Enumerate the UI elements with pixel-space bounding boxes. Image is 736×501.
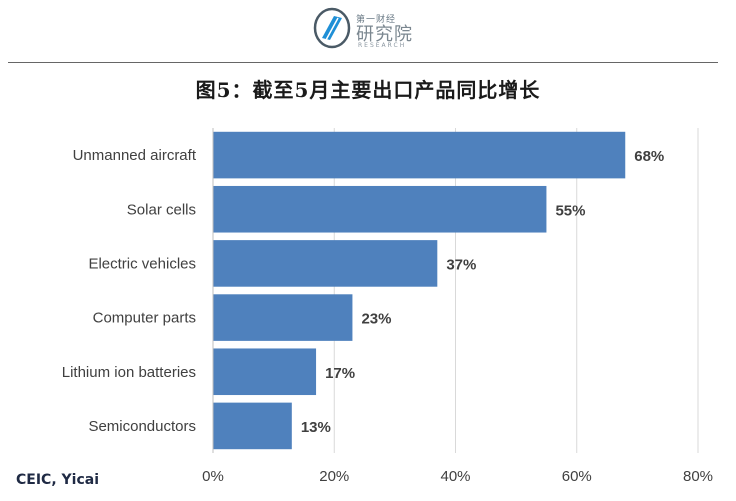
bars [212,128,626,453]
labels: 0% 20% 40% 60% 80% Unmanned aircraft 68% Solar … [62,147,713,485]
x-tick-label: 40% [440,468,470,485]
data-label: 13% [301,419,331,436]
data-label: 68% [634,148,664,165]
gridlines [333,128,699,453]
header-divider [8,62,718,63]
category-label: Computer parts [93,310,196,327]
data-label: 55% [555,202,585,219]
bar [213,131,626,179]
x-tick-label: 60% [562,468,592,485]
logo-emblem-icon [313,7,351,49]
bar [213,240,438,287]
bar [213,294,353,341]
chart-title: 图5：截至5月主要出口产品同比增长 [195,78,541,102]
category-label: Semiconductors [88,418,196,435]
bar [213,402,292,450]
data-label: 23% [361,311,391,328]
bar [213,348,317,396]
data-label: 17% [325,365,355,382]
logo-brand-text: 第一财经 [356,15,397,25]
logo: 第一财经 研究院 RESEARCH [312,4,422,54]
category-label: Unmanned aircraft [73,147,197,164]
category-label: Electric vehicles [88,255,196,272]
logo-research-text: RESEARCH [358,42,407,49]
x-tick-label: 80% [683,468,713,485]
logo-institute-text: 研究院 [356,24,413,45]
x-tick-label: 0% [202,468,224,485]
source-note: CEIC, Yicai [16,472,99,488]
bar [213,185,547,233]
category-label: Solar cells [127,201,196,218]
category-label: Lithium ion batteries [62,364,196,381]
x-tick-label: 20% [319,468,349,485]
data-label: 37% [446,256,476,273]
